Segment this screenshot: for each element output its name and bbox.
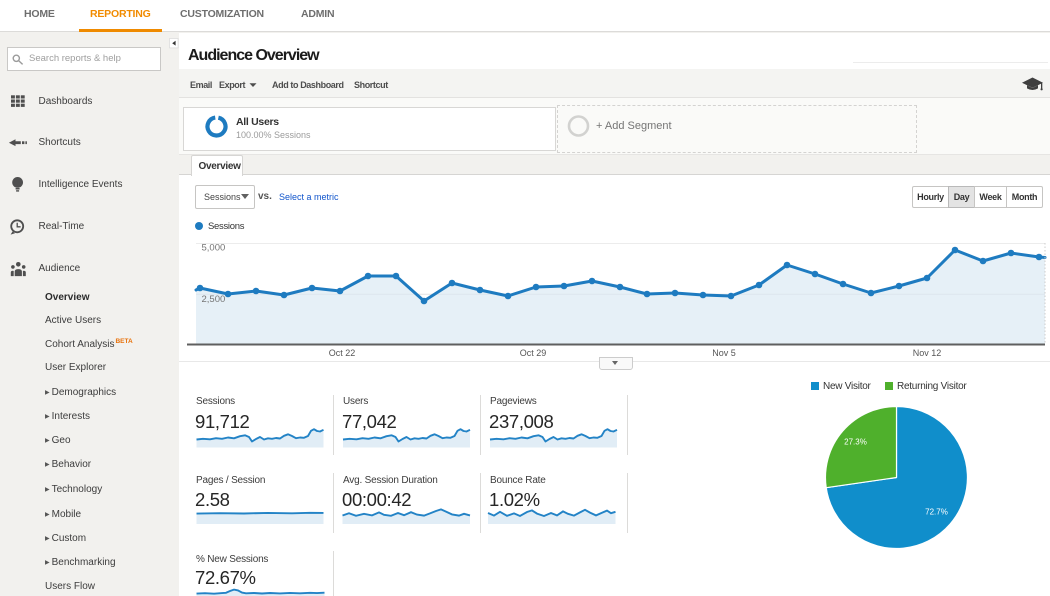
svg-text:2,500: 2,500 — [202, 294, 226, 305]
svg-text:Nov 12: Nov 12 — [913, 348, 942, 358]
svg-text:72.7%: 72.7% — [925, 508, 948, 517]
svg-text:Nov 5: Nov 5 — [712, 348, 736, 358]
svg-text:27.3%: 27.3% — [844, 438, 867, 447]
svg-text:Oct 22: Oct 22 — [329, 348, 356, 358]
svg-text:Oct 29: Oct 29 — [520, 348, 547, 358]
svg-text:5,000: 5,000 — [202, 243, 226, 254]
